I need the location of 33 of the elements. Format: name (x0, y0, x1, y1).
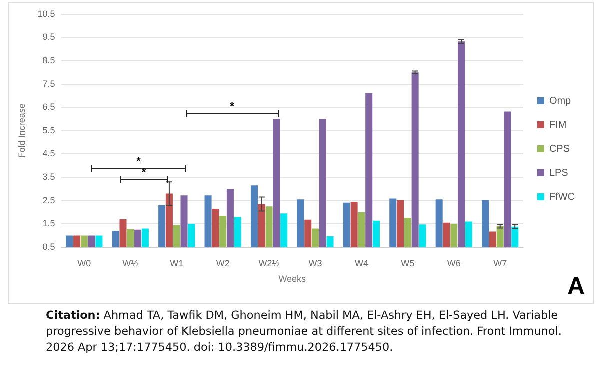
x-tick-label: W½ (122, 258, 140, 268)
y-tick-label: 5.5 (42, 125, 56, 136)
text: Citation: Ahmad TA, Tawfik DM, Ghoneim HM, Nabil MA, El-Ashry EH, El-Sayed LH. Variable progressive behavior of Klebsiella pneumoniae at different sites of infection. Front Immunol. 2026 Apr 13;17:1775450. doi: 10.3389/fimmu.2026.1775450. (46, 308, 563, 356)
y-tick-label: 3.5 (42, 172, 56, 182)
legend-label: Omp (549, 96, 572, 107)
y-tick-label: 4.5 (42, 148, 56, 159)
y-axis-title: Fold Increase (16, 104, 27, 158)
annotation: * (230, 101, 234, 114)
y-tick-label: 0.5 (42, 242, 56, 252)
y-tick-label: 9.5 (42, 32, 56, 42)
x-tick-label: W2 (216, 258, 230, 268)
x-axis-title: Weeks (278, 274, 307, 284)
x-tick-label: W5 (401, 258, 415, 268)
x-tick-label: W3 (308, 258, 322, 268)
y-tick-label: 6.5 (42, 102, 56, 112)
legend-label: FIM (549, 120, 567, 131)
y-tick-label: 8.5 (42, 55, 56, 66)
annotation: * (142, 166, 146, 179)
x-tick-label: W6 (447, 258, 461, 268)
legend-label: FfWC (549, 192, 575, 203)
text: A (568, 273, 585, 301)
y-tick-label: 2.5 (42, 195, 56, 206)
legend-label: LPS (549, 168, 569, 179)
annotation: * (136, 156, 141, 168)
x-tick-label: W4 (354, 258, 368, 268)
legend-label: CPS (549, 144, 570, 155)
x-tick-label: W1 (170, 258, 184, 268)
y-tick-label: 10.5 (38, 8, 56, 19)
y-tick-label: 7.5 (42, 78, 56, 89)
x-tick-label: W7 (494, 258, 508, 268)
y-tick-label: 1.5 (42, 218, 56, 229)
x-tick-label: W2½ (258, 258, 280, 268)
x-tick-label: W0 (78, 258, 92, 268)
